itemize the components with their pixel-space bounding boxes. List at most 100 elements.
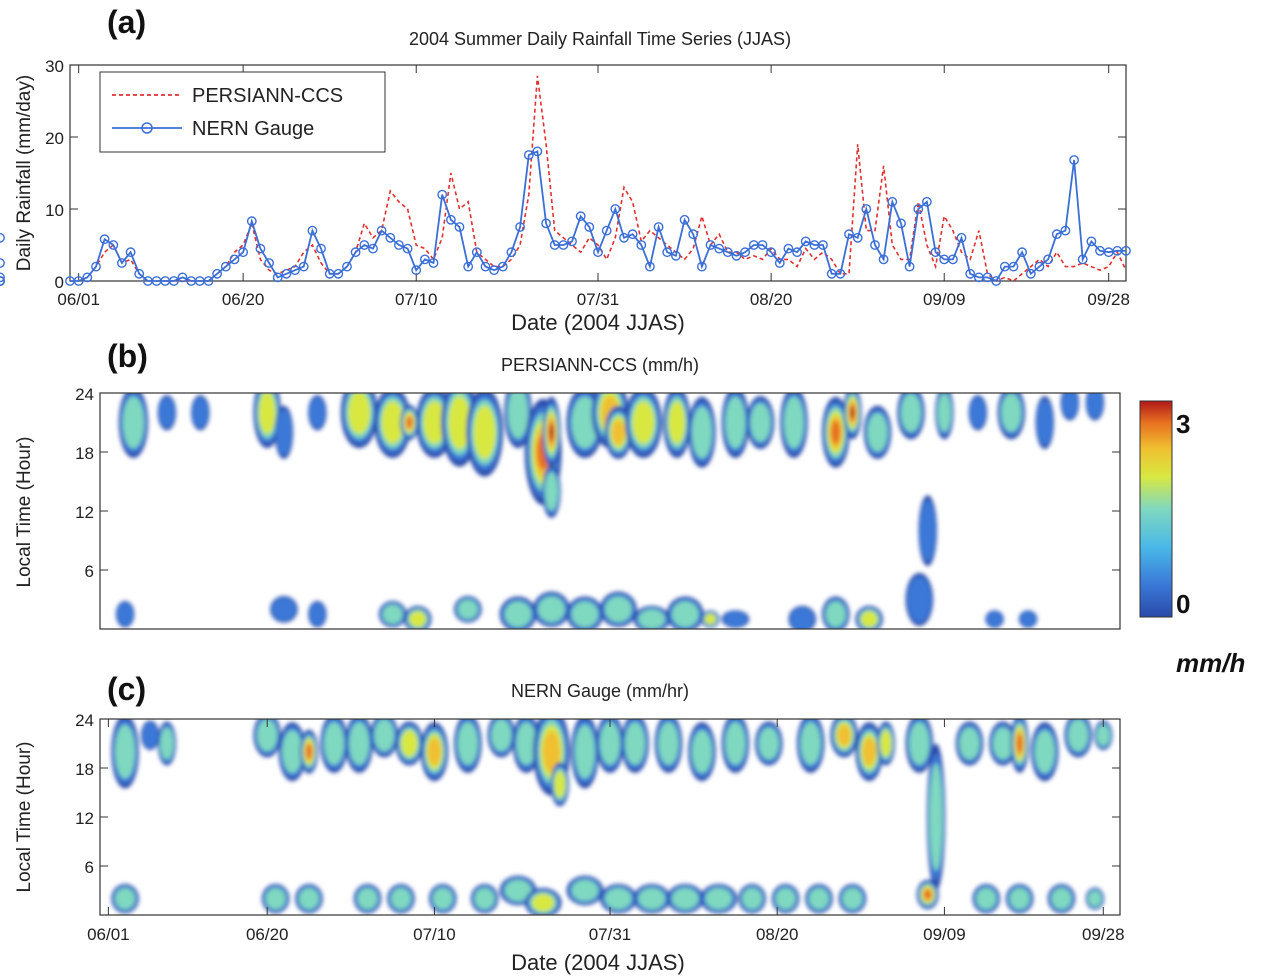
heat-cell <box>790 607 815 629</box>
gauge-point <box>1017 247 1027 258</box>
panel-a-y-ticks: 0 10 20 30 <box>45 57 1126 292</box>
gauge-point <box>887 196 898 207</box>
heat-cell <box>532 893 555 912</box>
gauge-point <box>671 250 681 261</box>
gauge-point <box>246 216 257 227</box>
heat-cell <box>758 727 779 760</box>
heat-cell <box>1009 887 1030 910</box>
gauge-point <box>342 261 352 272</box>
gauge-point <box>316 243 326 254</box>
x-tick-label: 09/28 <box>1082 925 1125 944</box>
heat-cell <box>775 887 796 910</box>
heat-cell <box>537 596 565 623</box>
heat-cell <box>406 416 413 429</box>
panel-b-y-label: Local Time (Hour) <box>14 437 35 588</box>
heat-cell <box>668 401 686 444</box>
heat-cell <box>142 722 159 749</box>
gauge-point <box>757 240 768 250</box>
panel-a-series-group <box>0 75 1131 286</box>
gauge-point <box>575 211 586 222</box>
gauge-point <box>419 254 430 265</box>
heat-cell <box>969 397 986 429</box>
heat-cell <box>725 396 746 449</box>
gauge-point <box>705 240 716 250</box>
y-tick-label: 10 <box>45 201 64 220</box>
gauge-point <box>844 229 854 240</box>
gauge-point <box>965 268 976 279</box>
gauge-point <box>281 268 292 279</box>
heat-cell <box>409 611 426 628</box>
colorbar-min-label: 0 <box>1176 589 1190 619</box>
heat-cell <box>349 721 370 766</box>
y-tick-label: 20 <box>45 129 64 148</box>
y-tick-label: 24 <box>75 711 94 730</box>
gauge-point <box>878 254 889 265</box>
x-tick-label: 07/31 <box>589 925 632 944</box>
gauge-point <box>445 214 456 225</box>
panel-c-y-label: Local Time (Hour) <box>14 742 35 893</box>
heat-cell <box>114 724 136 779</box>
gauge-point <box>662 247 673 258</box>
heat-cell <box>282 730 303 774</box>
gauge-point <box>1060 225 1071 236</box>
gauge-point <box>134 268 145 279</box>
heat-cell <box>298 887 320 910</box>
panel-c-y-ticks: 6 12 18 24 <box>75 711 1120 877</box>
gauge-point <box>0 276 5 286</box>
gauge-point <box>627 229 638 240</box>
heat-cell <box>611 419 625 445</box>
x-tick-label: 08/20 <box>750 290 793 309</box>
heat-cell <box>1061 393 1078 419</box>
heat-cell <box>1034 730 1055 774</box>
gauge-point <box>177 272 188 283</box>
gauge-point <box>212 268 223 279</box>
heat-cell <box>880 730 892 757</box>
heat-cell <box>604 887 632 910</box>
gauge-point <box>714 243 725 254</box>
gauge-point <box>307 225 318 236</box>
gauge-point <box>722 247 733 258</box>
panel-c-letter: (c) <box>107 671 146 707</box>
heat-cell <box>507 393 529 439</box>
heat-cell <box>448 395 471 450</box>
panel-b-heatmap <box>115 393 1105 629</box>
gauge-point <box>1121 245 1131 256</box>
heat-cell <box>257 719 278 752</box>
gauge-point <box>792 247 802 258</box>
y-tick-label: 12 <box>75 809 94 828</box>
panel-a-x-label: Date (2004 JJAS) <box>511 310 685 335</box>
heat-cell <box>309 602 326 626</box>
gauge-point <box>584 222 595 232</box>
gauge-point <box>0 232 5 243</box>
heat-cell <box>929 763 943 871</box>
heat-cell <box>381 401 404 444</box>
gauge-point <box>290 265 300 276</box>
legend-gauge-marker <box>141 122 153 134</box>
heat-cell <box>783 396 805 449</box>
heat-cell <box>1051 887 1072 910</box>
gauge-point <box>567 236 577 247</box>
heat-cell <box>491 719 512 752</box>
gauge-point <box>601 225 612 236</box>
heat-cell <box>473 405 496 459</box>
gauge-point <box>117 258 127 268</box>
gauge-point <box>515 222 525 232</box>
gauge-point <box>480 261 491 272</box>
panel-c-x-ticks: 06/01 06/20 07/10 07/31 08/20 09/09 09/28 <box>87 719 1125 944</box>
gauge-point <box>1077 254 1088 265</box>
gauge-point <box>1069 155 1080 165</box>
heat-cell <box>638 609 666 629</box>
heat-cell <box>1086 393 1103 419</box>
gauge-point <box>168 276 179 286</box>
heat-cell <box>800 721 821 766</box>
legend-gauge-label: NERN Gauge <box>192 118 314 140</box>
x-tick-label: 06/01 <box>57 290 100 309</box>
colorbar: 3 0 mm/h <box>1139 400 1245 678</box>
x-tick-label: 07/10 <box>395 290 438 309</box>
gauge-point <box>238 247 249 258</box>
gauge-point <box>896 218 906 229</box>
heat-cell <box>571 601 599 628</box>
heat-cell <box>842 887 863 910</box>
panel-b-y-ticks: 6 12 18 24 <box>75 385 1120 581</box>
heat-cell <box>117 602 134 626</box>
